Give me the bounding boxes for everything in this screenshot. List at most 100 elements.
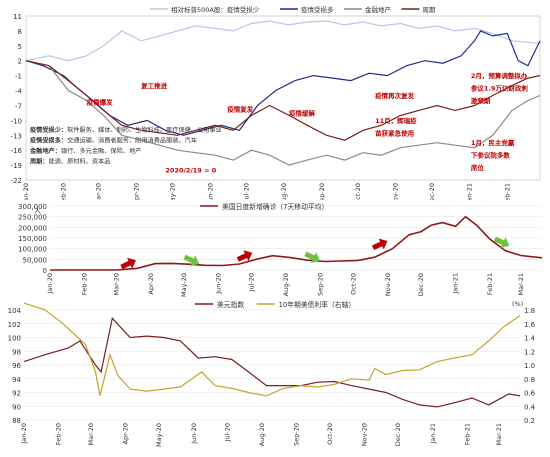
annotation: 1月，民主党赢 [471,138,515,147]
annotation: 参议1.9万亿财政刺 [471,84,529,93]
x-tick-label: Feb-21 [486,273,494,295]
x-tick-label: Sep-20 [318,183,326,200]
trend-arrow-shape [236,250,253,262]
y-tick-label: -4 [15,88,23,96]
x-tick-label: Jan-21 [429,423,437,445]
us-daily-cases-chart: 0 50,000 100,000 150,000 200,000 250,000 300,0… [18,202,543,297]
x-tick-label: Dec-20 [394,423,402,446]
x-tick-label: Mar-20 [112,273,120,295]
trend-arrow-shape [493,236,510,249]
trend-arrow [236,250,253,262]
x-tick-label: Jul-20 [223,423,231,442]
y-right-tick-label: 1.6 [524,321,536,329]
y-right-tick-label: 0.8 [524,376,535,384]
y-tick-label: 200,000 [18,224,47,232]
x-tick-label: Mar-21 [517,273,525,295]
y-tick-label: -16 [11,147,23,155]
x-tick-label: Mar-21 [495,423,503,445]
x-tick-label: Nov-20 [392,183,400,200]
x-tick-label: Mar-20 [95,183,103,200]
y-left-tick-label: 100 [8,335,21,343]
y-tick-label: -19 [11,162,22,170]
annotation: 激预期 [471,96,491,105]
x-tick-label: Apr-20 [122,423,130,444]
y-tick-label: -7 [15,102,22,110]
legend-entry: 周期 [422,6,436,14]
x-tick-label: Jul-20 [243,183,251,200]
trend-arrow-shape [183,254,200,267]
x-tick-label: Jan-20 [22,183,30,200]
y-tick-label: -22 [11,177,22,185]
y-tick-label: -1 [15,73,22,81]
x-tick-label: Jan-20 [20,423,28,445]
x-tick-label: Aug-20 [258,423,266,446]
y-left-tick-label: 104 [8,307,22,315]
annotation: 疫情再次复发 [375,91,415,100]
trend-arrow [120,257,136,270]
x-tick-label: Feb-21 [463,423,471,445]
y-tick-label: 300,000 [18,203,47,211]
x-tick-label: Dec-20 [417,273,425,296]
legend-entry: 相对标普500A股：疫情受损少 [171,5,260,14]
y-right-tick-label: 0.4 [524,403,536,411]
x-tick-label: Jun-20 [206,183,214,200]
y-left-tick-label: 94 [12,376,21,384]
legend-box-line: 疫情受损少：软件服务、媒体、制药、生物科技、医疗保健、公用事业 [30,126,222,134]
annotation: 疫情缓解 [289,108,316,117]
x-tick-label: Apr-20 [132,183,140,200]
y-tick-label: -13 [11,132,22,140]
y-left-tick-label: 90 [12,403,21,411]
x-tick-label: Jun-20 [214,273,222,295]
trend-arrow-shape [304,251,320,264]
dollar-index-treasury-chart: 88 90 92 94 96 98 100 102 104 0.2 0.4 0.6 0.8 1.0 1.2 1… [8,300,536,447]
legend-entry: 美国日度新增确诊（7天移动平均） [222,202,328,211]
x-tick-label: May-20 [169,183,177,200]
series-line [25,20,541,62]
x-tick-label: May-20 [155,423,163,447]
y-right-unit: (%) [512,300,523,308]
legend-entry: 金融地产 [365,5,392,14]
trend-arrow [493,236,510,249]
x-tick-label: Feb-20 [60,183,68,200]
y-right-tick-label: 1.2 [524,348,535,356]
series-line [23,302,521,397]
y-tick-label: 250,000 [18,214,47,222]
plot-area [25,15,541,181]
y-right-tick-label: 1.8 [524,307,535,315]
legend-box-line: 周期：能源、原材料、资本品 [30,157,110,165]
y-tick-label: 0 [43,267,47,275]
y-tick-label: 150,000 [18,235,47,243]
x-tick-label: Nov-20 [384,273,392,296]
y-left-tick-label: 92 [12,390,21,398]
x-tick-label: Mar-20 [87,423,95,445]
annotation: 2月，预算调整拟办 [471,71,528,80]
annotation: 下参议院多数 [471,151,511,160]
trend-arrow [371,238,388,251]
trend-arrow-shape [371,238,388,251]
annotation: 复工推进 [140,81,168,90]
annotation: 疫情复发 [227,104,254,113]
y-tick-label: 2 [18,58,22,66]
series-line [25,60,541,166]
annotation: 11月，辉瑞疫 [375,116,417,125]
x-tick-label: Oct-20 [354,183,362,200]
y-left-tick-label: 96 [12,362,21,370]
y-right-tick-label: 0.6 [524,390,536,398]
y-left-tick-label: 98 [12,348,21,356]
legend-box-line: 金融地产：银行、多元金融、保险、地产 [29,147,141,155]
x-tick-label: Jan-20 [46,273,54,295]
trend-arrow-shape [120,257,136,270]
y-tick-label: 11 [13,13,22,21]
x-tick-label: May-20 [180,273,188,297]
y-left-tick-label: 88 [12,417,21,425]
y-tick-label: 5 [18,43,22,51]
legend-entry: 疫情受损多 [301,5,334,14]
y-right-tick-label: 1.0 [524,362,535,370]
x-tick-label: Apr-20 [147,273,155,294]
x-tick-label: Feb-20 [55,423,63,445]
x-tick-label: Sep-20 [293,423,301,446]
x-tick-label: Jun-20 [190,423,198,445]
series-line [25,60,541,141]
